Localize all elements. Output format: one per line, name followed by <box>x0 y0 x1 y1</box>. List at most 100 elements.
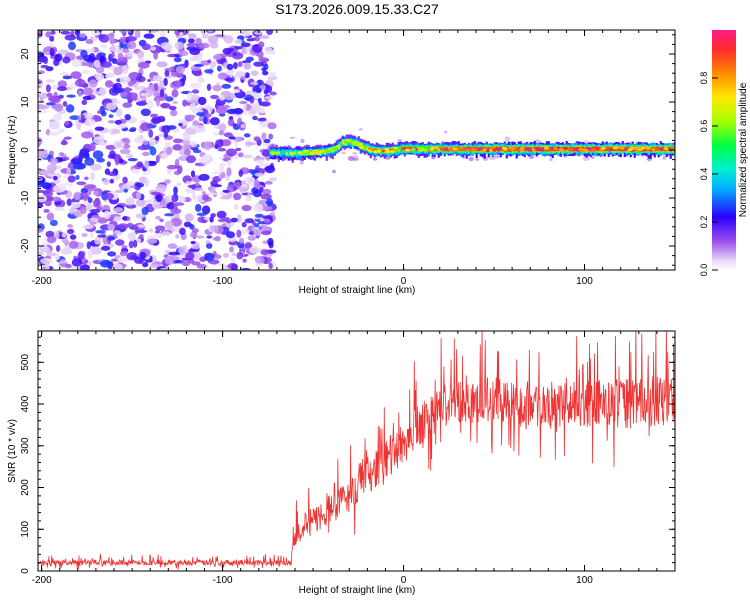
noise-blob <box>135 182 145 188</box>
signal-cell <box>381 149 384 153</box>
noise-blob <box>124 114 131 121</box>
noise-blob <box>251 37 256 41</box>
noise-blob <box>52 179 61 184</box>
signal-speckle <box>410 147 416 151</box>
noise-blob <box>209 42 219 49</box>
noise-blob <box>97 52 106 58</box>
signal-cell <box>295 150 298 157</box>
noise-blob <box>54 206 65 212</box>
signal-speckle <box>568 148 574 152</box>
signal-speckle <box>367 149 373 153</box>
noise-blob <box>232 185 237 191</box>
signal-speckle <box>599 148 605 152</box>
noise-blob <box>73 191 81 201</box>
signal-speckle <box>291 152 296 156</box>
noise-blob <box>201 154 213 160</box>
noise-blob <box>662 155 667 160</box>
snr-x-tick-label: -200 <box>32 575 52 586</box>
noise-blob <box>164 220 174 230</box>
noise-blob <box>203 141 213 150</box>
spectrogram-x-tick-label: 100 <box>576 276 593 287</box>
noise-blob <box>90 172 95 181</box>
spectrogram-y-tick-label: 10 <box>20 96 31 108</box>
noise-blob <box>77 251 85 260</box>
noise-blob <box>268 177 278 182</box>
noise-blob <box>140 122 151 132</box>
noise-blob <box>178 195 186 203</box>
noise-blob <box>38 151 45 160</box>
noise-blob <box>190 170 196 178</box>
signal-speckle <box>578 147 584 151</box>
noise-blob <box>127 158 138 162</box>
noise-blob <box>213 225 218 234</box>
noise-blob <box>105 80 114 88</box>
noise-blob <box>79 264 90 270</box>
noise-blob <box>149 263 162 268</box>
noise-blob <box>73 210 81 217</box>
signal-speckle <box>459 147 465 152</box>
noise-blob <box>40 257 53 265</box>
snr-y-tick-label: 400 <box>20 395 31 412</box>
noise-blob <box>89 142 96 152</box>
noise-blob <box>60 30 71 35</box>
noise-blob <box>267 237 274 246</box>
signal-cell <box>285 152 288 156</box>
noise-blob <box>173 186 178 195</box>
signal-cell <box>625 148 628 151</box>
noise-blob <box>262 240 269 244</box>
noise-blob <box>81 233 88 237</box>
noise-blob <box>62 156 70 161</box>
noise-blob <box>197 76 205 84</box>
signal-speckle <box>372 150 378 154</box>
noise-blob <box>384 155 391 160</box>
spectrogram-x-tick-label: -100 <box>213 276 233 287</box>
noise-blob <box>189 103 197 112</box>
snr-frame <box>37 330 676 572</box>
noise-blob <box>128 240 134 249</box>
noise-blob <box>136 191 142 200</box>
noise-blob <box>82 54 94 62</box>
snr-x-tick-label: -100 <box>213 575 233 586</box>
noise-blob <box>108 114 114 118</box>
noise-blob <box>159 218 164 223</box>
noise-blob <box>230 108 236 113</box>
colorbar-label: Normalized spectral amplitude <box>738 82 749 217</box>
noise-blob <box>254 36 261 42</box>
signal-cell <box>499 147 502 151</box>
signal-speckle <box>612 146 618 150</box>
noise-blob <box>46 92 53 98</box>
noise-blob <box>38 189 45 193</box>
noise-blob <box>82 61 94 67</box>
noise-blob <box>212 54 222 60</box>
noise-blob <box>147 99 154 109</box>
signal-speckle <box>452 147 457 151</box>
noise-blob <box>155 154 160 163</box>
noise-blob <box>164 213 175 217</box>
noise-blob <box>164 70 170 77</box>
signal-speckle <box>376 149 382 153</box>
signal-cell <box>557 147 560 150</box>
noise-blob <box>172 138 184 144</box>
noise-blob <box>154 225 166 231</box>
noise-blob <box>136 86 144 91</box>
noise-blob <box>52 113 63 122</box>
spectrogram-y-tick-label: 20 <box>20 48 31 60</box>
noise-blob <box>397 139 402 142</box>
noise-blob <box>179 227 186 235</box>
noise-blob <box>134 136 145 144</box>
noise-blob <box>192 251 202 260</box>
noise-blob <box>163 132 169 138</box>
noise-blob <box>175 182 182 187</box>
noise-blob <box>242 103 247 112</box>
signal-cell <box>609 147 612 151</box>
noise-blob <box>226 219 232 224</box>
noise-blob <box>174 80 182 87</box>
noise-blob <box>168 256 180 261</box>
noise-blob <box>113 66 123 76</box>
noise-blob <box>83 184 96 190</box>
noise-blob <box>226 167 232 177</box>
noise-blob <box>205 240 211 244</box>
noise-blob <box>38 251 44 256</box>
noise-blob <box>79 206 87 215</box>
noise-blob <box>372 157 378 161</box>
